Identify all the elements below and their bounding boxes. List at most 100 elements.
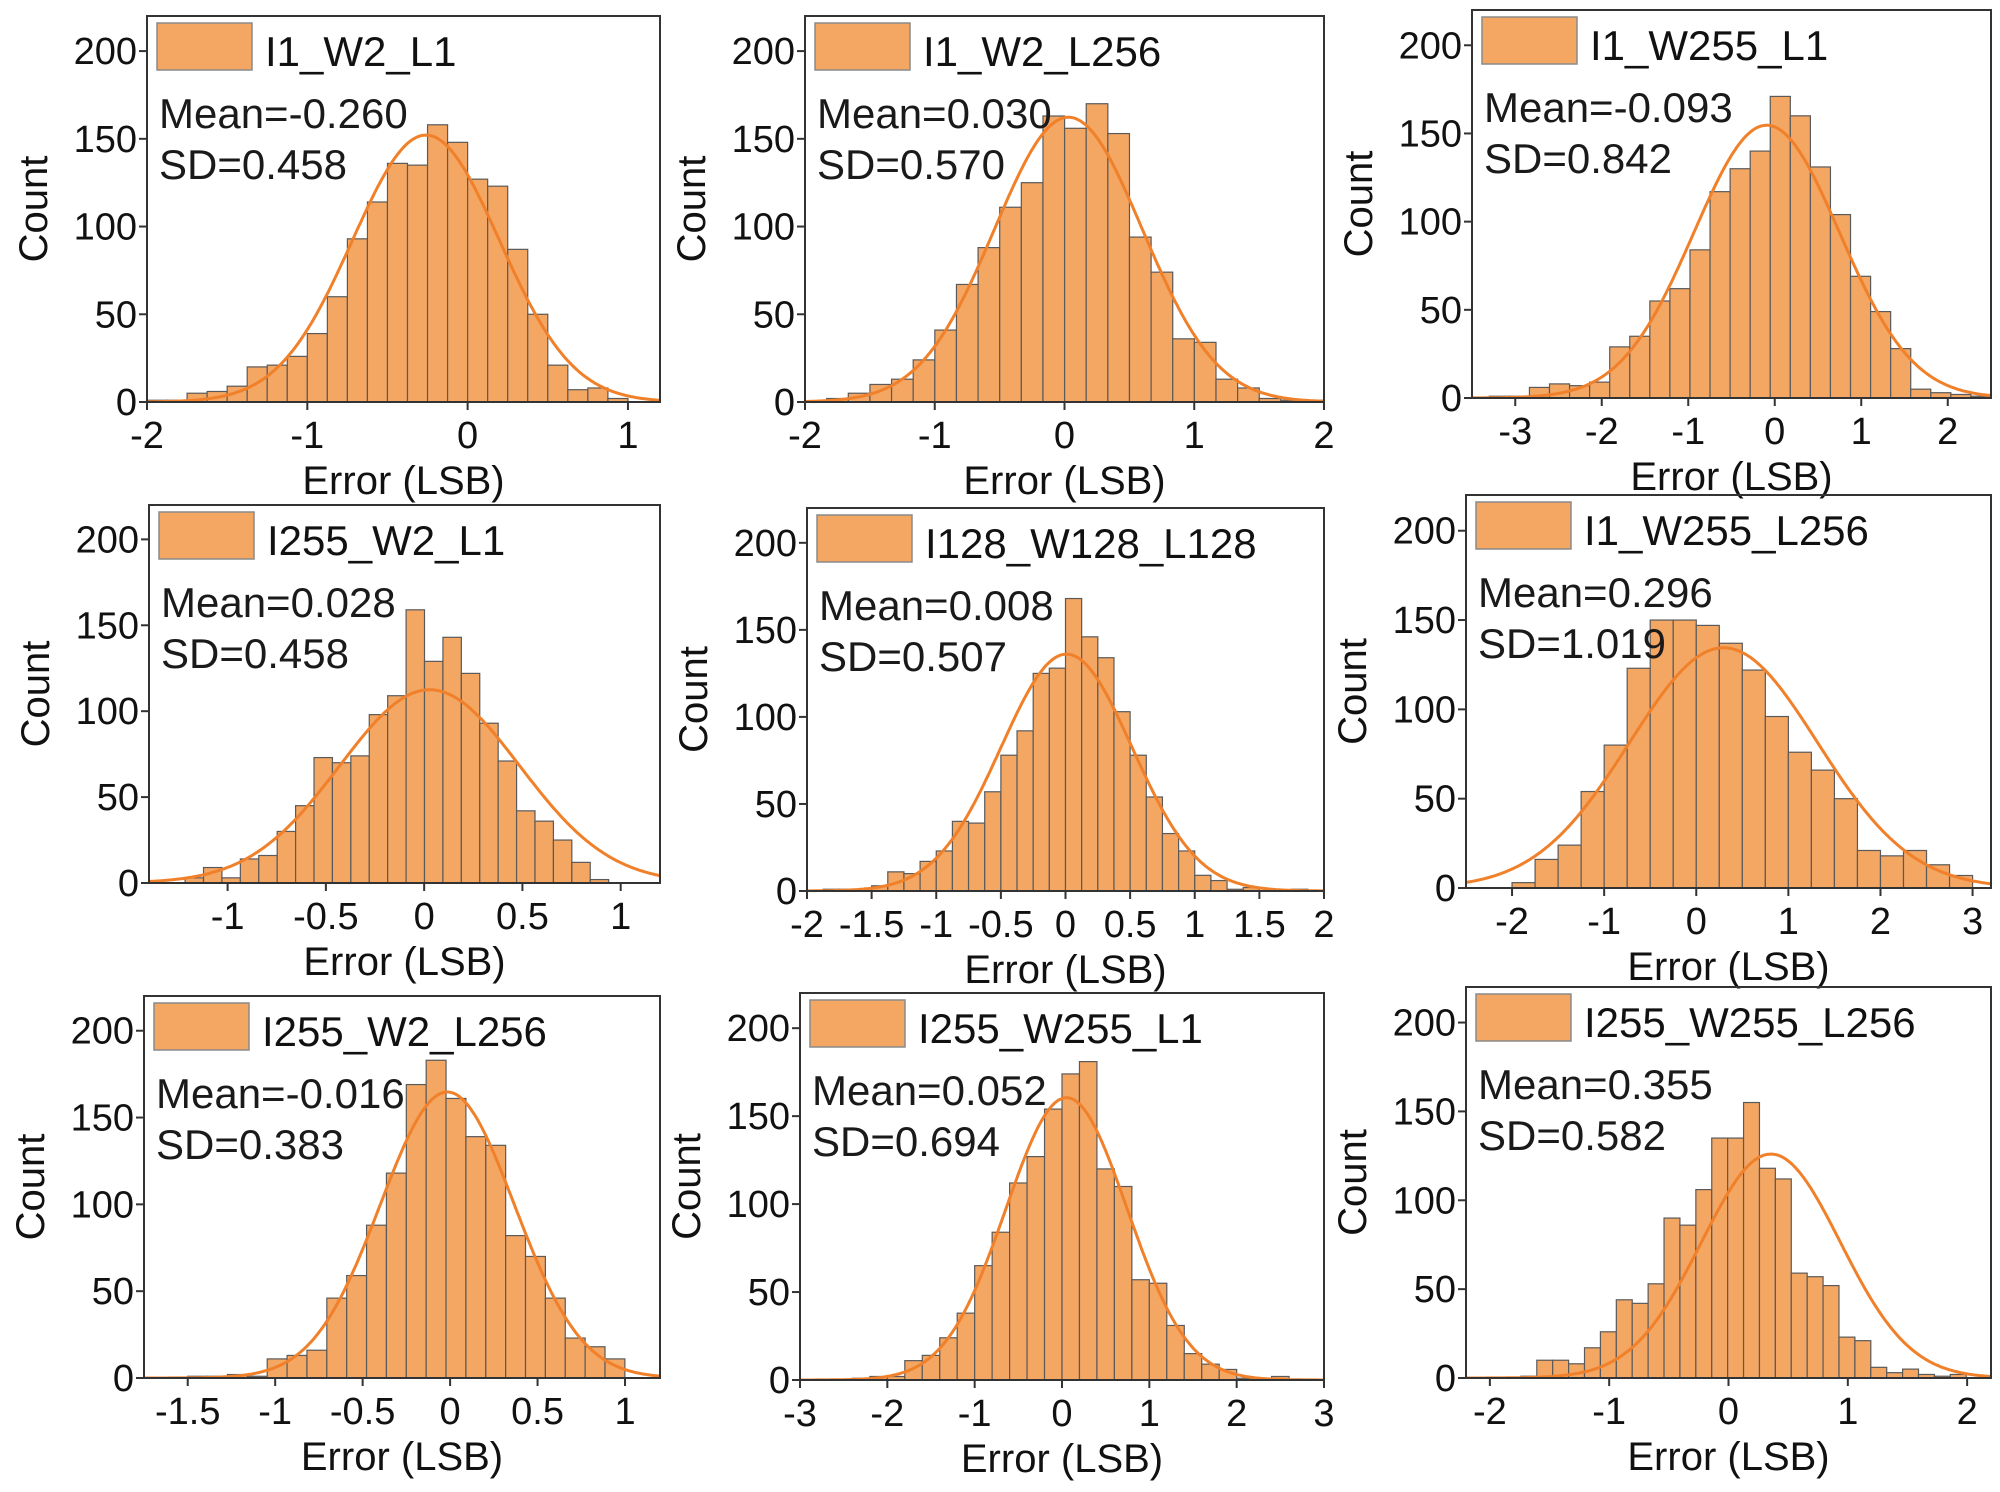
legend-label: I1_W2_L256 — [923, 28, 1161, 75]
histogram-bar — [1790, 1272, 1808, 1378]
histogram-bar — [1695, 624, 1720, 888]
sd-annotation: SD=0.582 — [1478, 1112, 1666, 1159]
legend-label: I255_W2_L1 — [267, 517, 505, 564]
y-tick-label: 200 — [1393, 1003, 1456, 1045]
histogram-bar — [1838, 1336, 1856, 1378]
y-tick-label: 100 — [1393, 689, 1456, 731]
x-tick-label: -2 — [1495, 901, 1529, 943]
x-tick-label: 1.5 — [1233, 904, 1286, 946]
histogram-bar — [505, 1235, 527, 1378]
histogram-bar — [465, 1136, 487, 1378]
x-tick-label: -1 — [918, 415, 952, 457]
histogram-bar — [1856, 849, 1882, 888]
mean-annotation: Mean=0.052 — [812, 1067, 1047, 1114]
y-tick-label: 200 — [1399, 25, 1462, 67]
y-tick-label: 150 — [1399, 113, 1462, 155]
y-tick-label: 0 — [118, 863, 139, 905]
y-tick-label: 0 — [769, 1360, 790, 1402]
plot-frame — [1471, 9, 1992, 399]
x-tick-label: -2 — [1585, 411, 1619, 453]
y-axis-label: Count — [665, 1133, 709, 1240]
histogram-bar — [1749, 150, 1771, 398]
normal-fit-curve — [805, 115, 1324, 402]
mean-annotation: Mean=-0.093 — [1484, 84, 1733, 131]
y-tick-label: 100 — [734, 697, 797, 739]
histogram-bar — [1809, 166, 1832, 398]
x-tick-label: -0.5 — [330, 1391, 395, 1433]
x-tick-label: -0.5 — [293, 896, 358, 938]
histogram-bar — [587, 387, 609, 402]
histogram-bar — [1008, 1182, 1028, 1380]
histogram-bar — [1064, 597, 1083, 891]
histogram-bar — [1183, 1353, 1203, 1380]
plot-area — [800, 1061, 1324, 1380]
x-tick-label: 1 — [610, 896, 631, 938]
histogram-bar — [1869, 310, 1892, 398]
histogram-bar — [1774, 1178, 1792, 1378]
histogram-bar — [346, 1274, 368, 1378]
histogram-bar — [1172, 338, 1195, 402]
histogram-bar — [266, 364, 288, 402]
y-tick-label: 50 — [755, 784, 797, 826]
legend-swatch — [1475, 501, 1572, 550]
legend-swatch — [1481, 16, 1578, 65]
x-axis-label: Error (LSB) — [964, 948, 1166, 992]
y-tick-label: 50 — [97, 777, 139, 819]
y-tick-label: 0 — [1435, 868, 1456, 910]
x-tick-label: -1 — [1592, 1391, 1626, 1433]
x-tick-label: 0 — [1051, 1393, 1072, 1435]
histogram-bar — [258, 854, 278, 883]
plot-area — [149, 609, 660, 883]
x-tick-label: 2 — [1957, 1391, 1978, 1433]
legend-label: I255_W2_L256 — [262, 1008, 547, 1055]
y-tick-label: 0 — [1441, 378, 1462, 420]
histogram-panel: 0 50 100 150 200 -2 -1 0 1 Error (LSB) Count I1_W2_… — [12, 15, 661, 503]
y-tick-label: 100 — [1399, 202, 1462, 244]
histogram-bar — [1131, 1279, 1150, 1380]
histogram-bar — [1669, 288, 1691, 398]
histogram-bar — [1910, 388, 1932, 398]
x-tick-label: -2 — [788, 415, 822, 457]
histogram-bar — [991, 1231, 1011, 1380]
histogram-panel: 0 50 100 150 200 -2 -1.5 -1 -0.5 0 0.5 1 1.5 2 Error (… — [672, 507, 1335, 992]
histogram-panel: 0 50 100 150 200 -3 -2 -1 0 1 2 Error (LSB) Count I1_… — [1337, 9, 1992, 499]
histogram-bar — [1145, 796, 1164, 891]
legend-swatch — [809, 999, 906, 1048]
histogram-bar — [1833, 798, 1859, 888]
plot-frame — [148, 504, 661, 884]
x-tick-label: 0 — [1764, 411, 1785, 453]
sd-annotation: SD=0.507 — [819, 633, 1007, 680]
y-tick-label: 50 — [95, 294, 137, 336]
y-tick-label: 50 — [92, 1271, 134, 1313]
x-tick-label: -1 — [290, 415, 324, 457]
x-tick-label: 0 — [457, 415, 478, 457]
histogram-bar — [405, 609, 426, 883]
mean-annotation: Mean=0.296 — [1478, 569, 1713, 616]
histogram-bar — [507, 248, 529, 402]
histogram-bar — [1020, 182, 1044, 402]
plot-area — [1466, 1101, 1991, 1378]
x-tick-label: 3 — [1313, 1393, 1334, 1435]
x-tick-label: -1.5 — [155, 1391, 220, 1433]
sd-annotation: SD=0.383 — [156, 1121, 344, 1168]
legend-swatch — [814, 22, 911, 71]
histogram-panel: 0 50 100 150 200 -2 -1 0 1 2 Error (LSB) Count I1_W2… — [670, 15, 1335, 503]
y-tick-label: 150 — [76, 605, 139, 647]
histogram-bar — [346, 238, 369, 402]
histogram-bar — [1583, 1347, 1602, 1378]
histogram-bar — [1689, 249, 1711, 398]
y-tick-label: 100 — [732, 207, 795, 249]
x-axis-label: Error (LSB) — [961, 1437, 1163, 1481]
x-tick-label: 0 — [1718, 1391, 1739, 1433]
x-tick-label: 1 — [1851, 411, 1872, 453]
histogram-bar — [239, 858, 260, 883]
y-tick-label: 150 — [74, 119, 137, 161]
x-tick-label: 1 — [1184, 904, 1205, 946]
histogram-panel: 0 50 100 150 200 -1 -0.5 0 0.5 1 Error (LSB) Count I… — [14, 504, 661, 984]
y-tick-label: 50 — [1414, 1269, 1456, 1311]
histogram-panel: 0 50 100 150 200 -3 -2 -1 0 1 2 3 Error (LSB) Count I2… — [665, 992, 1335, 1481]
x-tick-label: -2 — [130, 415, 164, 457]
y-axis-label: Count — [1337, 151, 1381, 258]
histogram-bar — [1534, 858, 1559, 888]
